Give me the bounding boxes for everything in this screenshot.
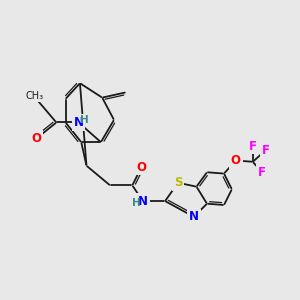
Text: N: N [138,195,148,208]
Text: F: F [258,166,266,179]
Text: O: O [231,154,241,167]
Text: F: F [262,143,270,157]
Text: H: H [132,198,141,208]
Text: N: N [74,116,84,129]
Text: F: F [249,140,257,153]
Text: N: N [189,210,199,223]
Text: H: H [80,116,89,125]
Text: O: O [32,132,42,145]
Text: CH₃: CH₃ [25,91,43,101]
Text: S: S [174,176,182,189]
Text: O: O [136,160,146,173]
